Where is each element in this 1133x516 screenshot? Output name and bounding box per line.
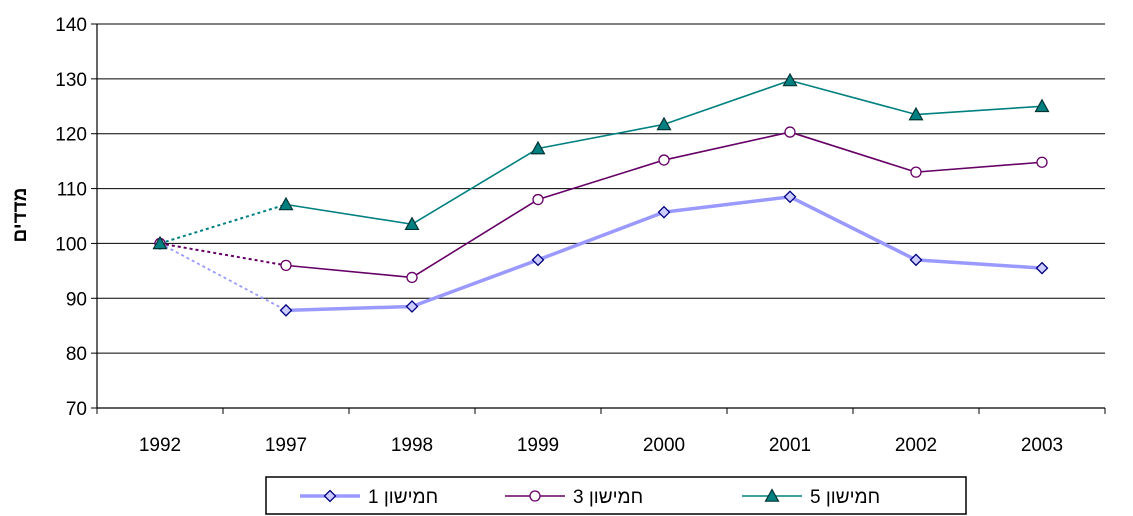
x-tick-label: 1998 — [391, 435, 433, 456]
axis-layer: 70 80 90 100 110 120 130 140 1992 1997 1998 1999 200… — [55, 15, 1106, 456]
data-point — [908, 106, 924, 121]
legend-marker — [764, 488, 780, 502]
y-tick-label: 80 — [66, 344, 87, 365]
data-point — [406, 271, 418, 284]
series-dotted-segment — [159, 242, 287, 267]
legend-marker — [529, 490, 541, 502]
x-tick-label: 2000 — [643, 435, 685, 456]
y-tick-label: 110 — [57, 180, 87, 201]
legend-label: חמישון 3 — [573, 487, 643, 508]
data-point — [658, 154, 670, 166]
legend-entry: חמישון 1 — [300, 487, 438, 508]
series-line — [285, 131, 1043, 279]
data-point — [405, 300, 419, 313]
x-tick-label: 1999 — [517, 435, 559, 456]
data-point — [280, 259, 292, 272]
data-point — [657, 205, 671, 219]
data-point — [910, 166, 922, 178]
x-tick-label: 2003 — [1021, 435, 1063, 456]
legend-label: חמישון 5 — [810, 487, 880, 508]
series-line — [285, 79, 1043, 226]
data-point — [783, 190, 797, 204]
x-tick-label: 1997 — [265, 435, 307, 456]
data-point — [656, 116, 672, 131]
y-axis-title: מדדים — [10, 188, 31, 243]
data-point — [1035, 261, 1049, 275]
data-point — [279, 303, 293, 317]
series-group — [152, 72, 1050, 250]
data-point — [530, 140, 546, 155]
data-point — [152, 235, 168, 250]
data-point — [531, 253, 545, 267]
legend-entry: חמישון 3 — [505, 487, 643, 508]
data-point — [1036, 156, 1048, 168]
legend-items: חמישון 1 חמישון 3 חמישון 5 — [300, 487, 880, 508]
data-point — [782, 72, 798, 87]
legend-marker — [323, 489, 337, 503]
x-tick-label: 2001 — [769, 435, 811, 456]
data-point — [784, 126, 796, 138]
data-point — [278, 196, 294, 211]
x-tick-label: 2002 — [895, 435, 937, 456]
series-group — [153, 190, 1049, 317]
data-point — [1034, 98, 1050, 113]
y-tick-label: 120 — [55, 125, 87, 146]
series-dotted-segment — [159, 203, 287, 245]
y-tick-label: 140 — [55, 15, 87, 36]
data-point — [909, 253, 923, 267]
y-tick-label: 130 — [55, 70, 87, 91]
series-layer — [152, 72, 1050, 317]
data-point — [404, 216, 420, 231]
x-tick-label: 1992 — [139, 435, 181, 456]
y-tick-label: 90 — [66, 289, 87, 310]
legend-label: חמישון 1 — [368, 487, 438, 508]
series-dotted-segment — [159, 242, 287, 312]
y-tick-label: 100 — [55, 234, 87, 255]
legend-box — [265, 476, 967, 515]
grid-layer — [97, 23, 1105, 354]
data-point — [532, 193, 544, 206]
legend: חמישון 1 חמישון 3 חמישון 5 — [265, 476, 967, 515]
y-tick-label: 70 — [66, 399, 87, 420]
legend-entry: חמישון 5 — [742, 487, 880, 508]
